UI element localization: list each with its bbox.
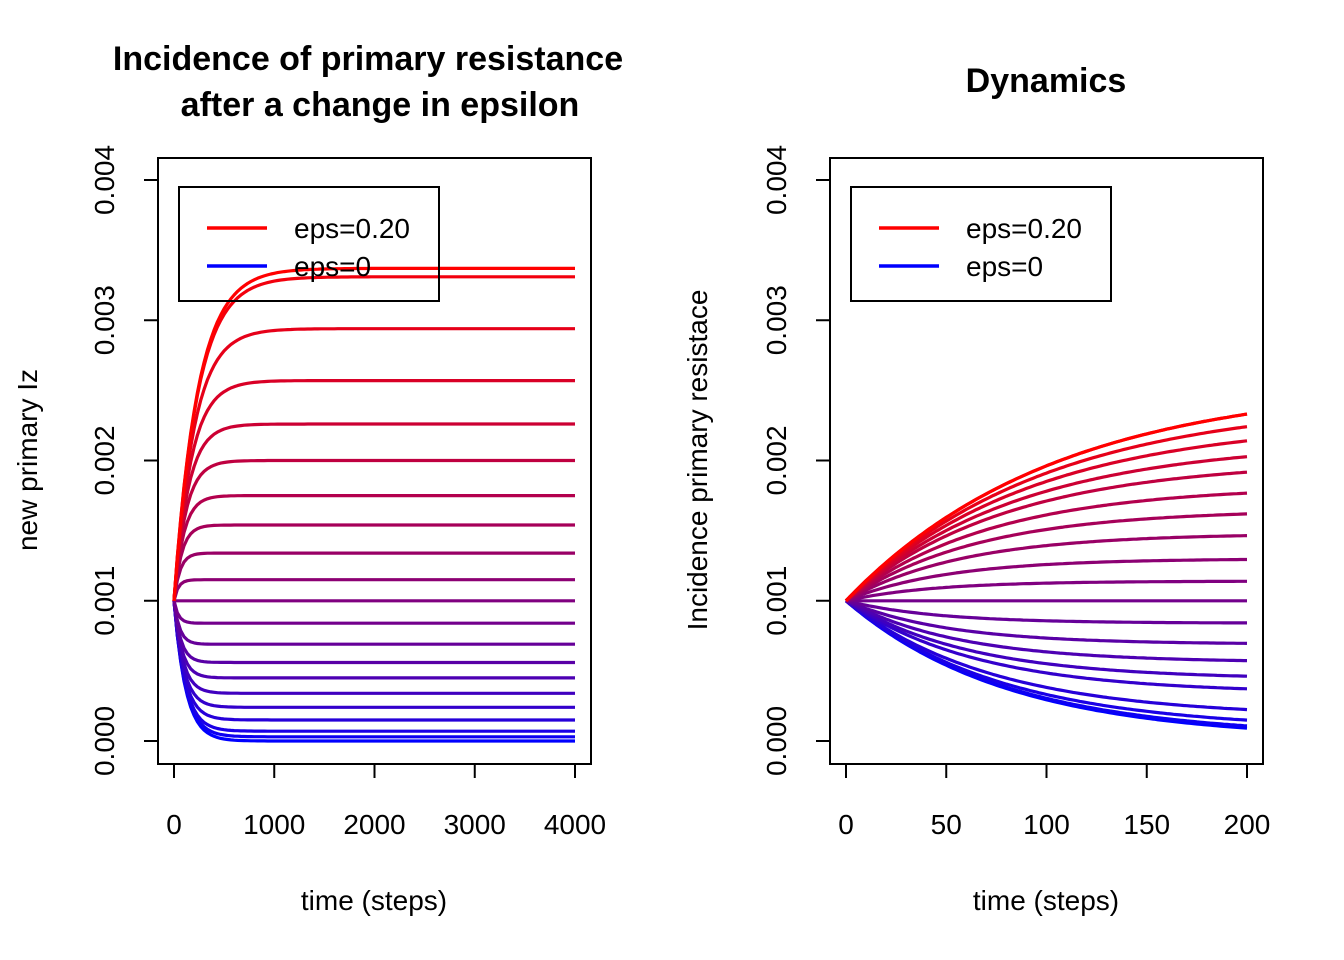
x-axis: 0 50 100 150 200 bbox=[838, 763, 1271, 840]
legend: eps=0.20 eps=0 bbox=[178, 186, 440, 302]
series-line bbox=[845, 512, 1248, 603]
series-line bbox=[845, 599, 1248, 645]
series-line bbox=[172, 458, 575, 601]
series-line bbox=[172, 600, 575, 743]
series-line bbox=[844, 599, 1248, 722]
series-line bbox=[172, 600, 575, 739]
x-tick-label: 100 bbox=[1023, 809, 1070, 840]
x-tick-label: 1000 bbox=[243, 809, 305, 840]
y-tick-label: 0.001 bbox=[761, 566, 792, 636]
y-tick-label: 0.002 bbox=[89, 425, 120, 495]
y-axis: 0.000 0.001 0.002 0.003 0.004 bbox=[89, 145, 159, 776]
chart-title: Dynamics bbox=[966, 62, 1127, 100]
series-line bbox=[172, 275, 575, 601]
series-line bbox=[172, 494, 575, 601]
series-line bbox=[845, 534, 1248, 603]
x-tick-label: 50 bbox=[931, 809, 962, 840]
x-tick-label: 3000 bbox=[444, 809, 506, 840]
x-tick-label: 0 bbox=[166, 809, 182, 840]
series-line bbox=[844, 455, 1248, 602]
series-line bbox=[172, 600, 575, 695]
series-line bbox=[172, 600, 575, 733]
series-line bbox=[845, 579, 1247, 603]
chart-title-line1: Incidence of primary resistance bbox=[113, 40, 623, 78]
x-tick-label: 0 bbox=[838, 809, 854, 840]
series-line bbox=[845, 599, 1248, 691]
y-axis-label: new primary Iz bbox=[12, 369, 43, 551]
x-tick-label: 2000 bbox=[343, 809, 405, 840]
series-line bbox=[844, 470, 1248, 603]
series-line bbox=[172, 551, 575, 602]
series-line bbox=[172, 600, 575, 646]
legend-box bbox=[850, 186, 1112, 302]
y-axis-label: Incidence primary resistace bbox=[682, 290, 713, 631]
series-line bbox=[172, 600, 575, 709]
legend-label-eps-020: eps=0.20 bbox=[966, 213, 1082, 244]
panel-right: Dynamics 0 50 100 150 200 0.0000.0010.0020.0… bbox=[682, 62, 1270, 916]
y-tick-label: 0.004 bbox=[89, 145, 120, 215]
series-line bbox=[172, 578, 575, 602]
series-line bbox=[172, 379, 575, 601]
series-line bbox=[844, 439, 1248, 602]
y-tick-label: 0.003 bbox=[89, 285, 120, 355]
y-tick-label: 0.004 bbox=[761, 145, 792, 215]
series-line bbox=[172, 266, 575, 601]
y-tick-label: 0.003 bbox=[761, 285, 792, 355]
series-line bbox=[845, 599, 1248, 678]
legend-box bbox=[178, 186, 440, 302]
x-tick-label: 200 bbox=[1224, 809, 1271, 840]
series-lines bbox=[844, 412, 1248, 730]
series-line bbox=[845, 599, 1248, 712]
x-axis: 0 1000 2000 3000 4000 bbox=[166, 763, 606, 840]
series-line bbox=[844, 491, 1248, 603]
series-line bbox=[172, 422, 575, 601]
x-axis-label: time (steps) bbox=[973, 885, 1119, 916]
chart-title-line2: after a change in epsilon bbox=[181, 86, 580, 124]
y-tick-label: 0.002 bbox=[761, 425, 792, 495]
legend-label-eps-0: eps=0 bbox=[966, 251, 1043, 282]
x-tick-label: 4000 bbox=[544, 809, 606, 840]
series-line bbox=[172, 600, 575, 722]
series-lines bbox=[172, 266, 575, 743]
series-line bbox=[845, 557, 1247, 603]
legend-label-eps-020: eps=0.20 bbox=[294, 213, 410, 244]
series-line bbox=[172, 600, 575, 665]
x-axis-label: time (steps) bbox=[301, 885, 447, 916]
series-line bbox=[844, 425, 1248, 602]
series-line bbox=[845, 599, 1247, 625]
x-tick-label: 150 bbox=[1123, 809, 1170, 840]
series-line bbox=[172, 600, 575, 625]
y-axis: 0.000 0.001 0.002 0.003 0.004 bbox=[761, 145, 831, 776]
panel-left: Incidence of primary resistance after a … bbox=[12, 40, 623, 916]
y-tick-label: 0.000 bbox=[761, 706, 792, 776]
series-line bbox=[844, 412, 1248, 602]
y-tick-label: 0.001 bbox=[89, 566, 120, 636]
legend: eps=0.20 eps=0 bbox=[850, 186, 1112, 302]
series-line bbox=[172, 523, 575, 601]
series-line bbox=[172, 327, 575, 601]
series-line bbox=[172, 600, 575, 680]
legend-label-eps-0: eps=0 bbox=[294, 251, 371, 282]
y-tick-label: 0.000 bbox=[89, 706, 120, 776]
series-line bbox=[845, 599, 1247, 663]
